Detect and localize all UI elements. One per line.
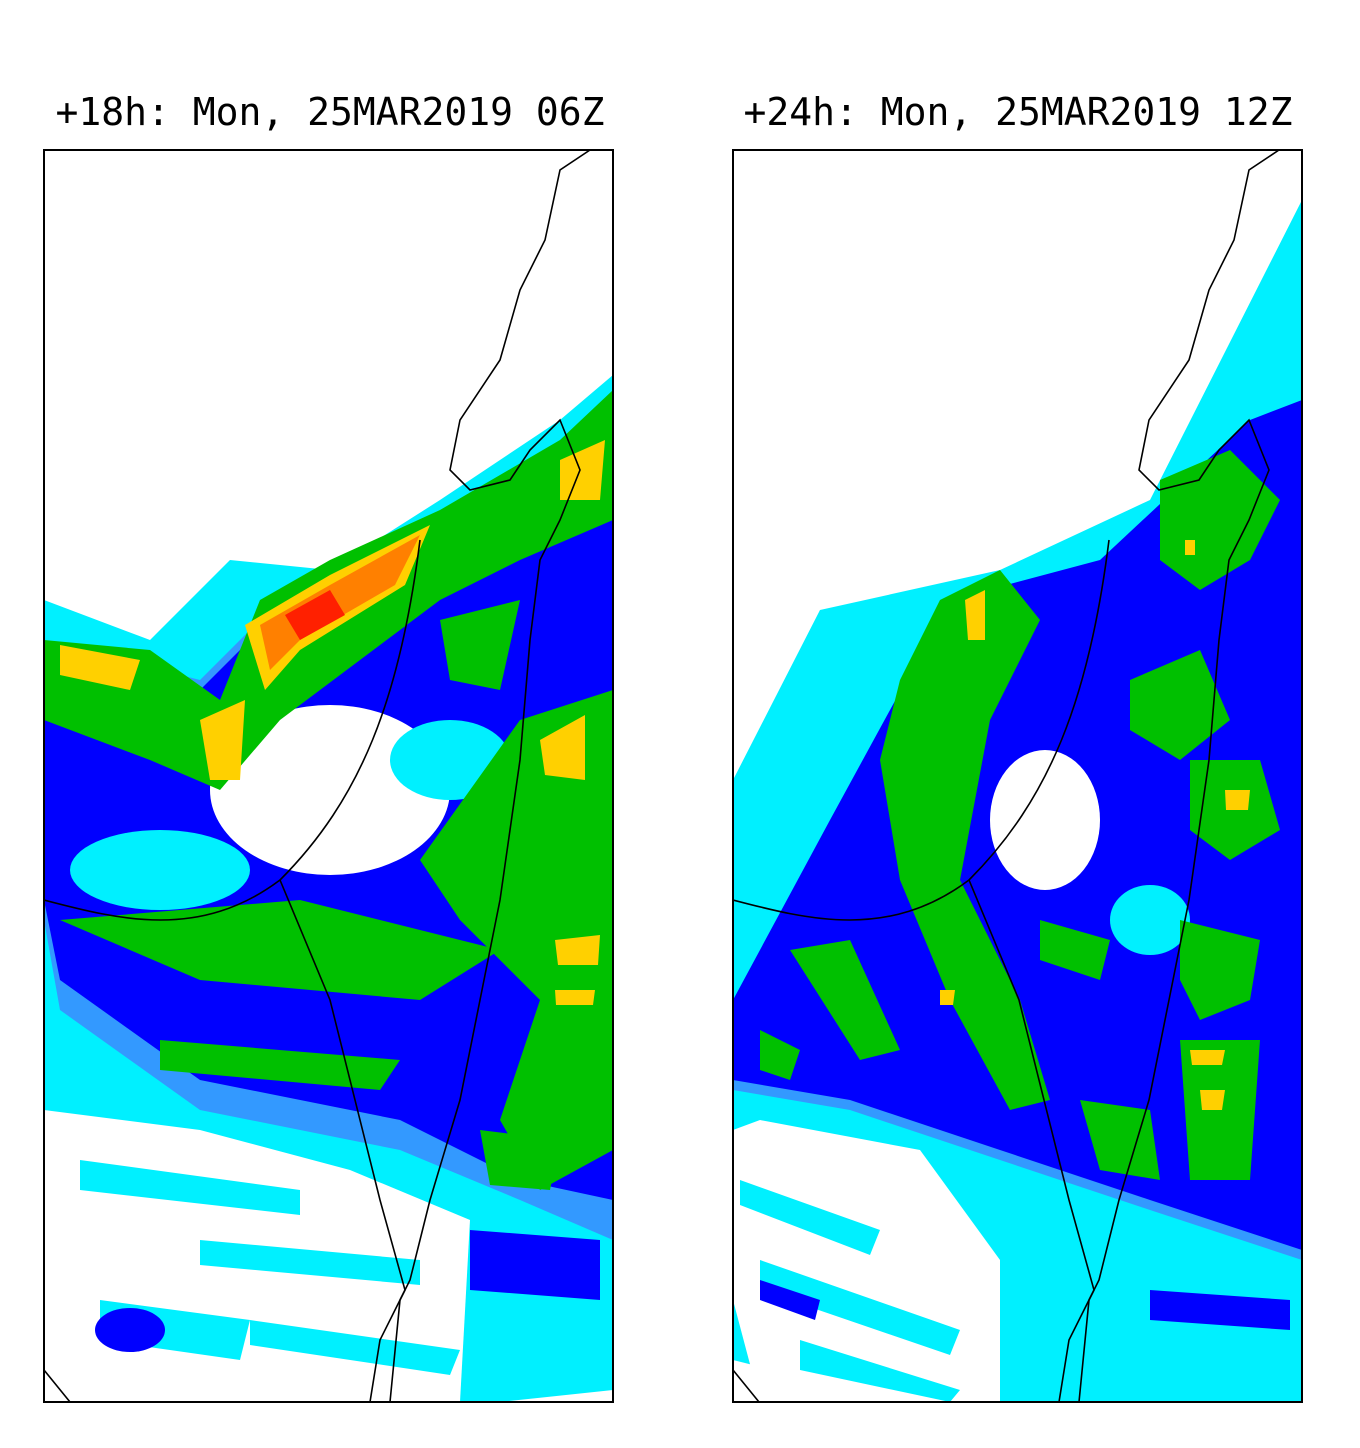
precip-field [44,375,613,1402]
panel-title: +18h: Mon, 25MAR2019 06Z [55,90,604,134]
coastlines [44,150,591,1402]
precip-field [733,200,1302,1402]
map-frame [43,149,614,1403]
coastlines [733,150,1280,1402]
map-frame [732,149,1303,1403]
panel-title: +24h: Mon, 25MAR2019 12Z [743,90,1292,134]
